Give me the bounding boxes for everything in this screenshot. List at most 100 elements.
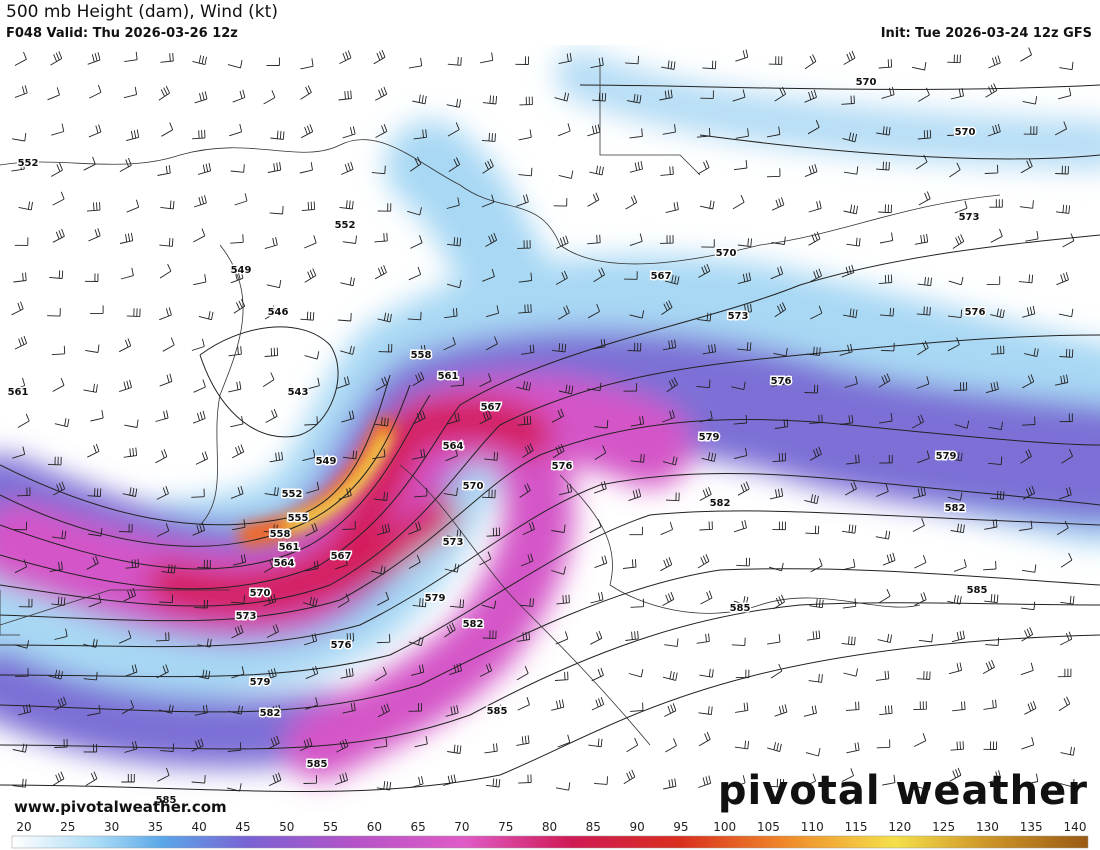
wind-barb: [231, 666, 245, 679]
wind-barb: [443, 487, 458, 497]
wind-barb: [551, 566, 566, 575]
wind-barb: [1056, 272, 1069, 286]
wind-barb: [845, 701, 860, 711]
wind-barb: [234, 193, 248, 206]
wind-barb: [341, 410, 355, 423]
wind-barb: [916, 306, 931, 316]
wind-barb: [662, 591, 675, 606]
wind-barb: [659, 89, 673, 101]
wind-barb: [16, 487, 31, 497]
wind-barb: [191, 488, 205, 498]
wind-barb: [1058, 308, 1074, 318]
contour-label: 579: [699, 432, 720, 443]
wind-barb: [591, 696, 605, 711]
wind-barb: [1019, 200, 1034, 209]
wind-barb: [1059, 779, 1075, 788]
wind-barb: [414, 736, 428, 748]
wind-barb: [230, 164, 245, 173]
wind-barb: [123, 86, 138, 99]
wind-barb: [118, 523, 133, 533]
wind-barb: [912, 487, 926, 499]
wind-barb: [371, 165, 386, 175]
contour-label: 549: [316, 456, 337, 467]
wind-barb: [375, 666, 387, 682]
wind-barb: [806, 346, 821, 356]
wind-barb: [808, 200, 822, 213]
wind-barb: [340, 345, 355, 355]
wind-barb: [160, 743, 175, 752]
wind-barb: [1023, 126, 1038, 135]
wind-barb: [191, 775, 206, 784]
wind-barb: [551, 408, 565, 423]
wind-barb: [770, 778, 785, 788]
wind-barb: [701, 239, 715, 248]
wind-barb: [192, 55, 207, 66]
wind-barb: [412, 448, 426, 460]
wind-barb: [625, 195, 638, 210]
wind-barb: [880, 342, 895, 352]
wind-barb: [556, 235, 569, 249]
wind-barb: [519, 598, 534, 607]
wind-barb: [376, 523, 391, 536]
wind-barb: [378, 343, 393, 353]
wind-barb: [87, 488, 102, 497]
wind-barb: [157, 767, 170, 782]
wind-barb: [518, 129, 532, 141]
contour-label: 570: [856, 77, 877, 88]
wind-barb: [486, 778, 501, 788]
wind-barb: [697, 554, 710, 569]
wind-barb: [952, 701, 966, 712]
wind-barb: [342, 126, 356, 139]
contour-label: 570: [716, 248, 737, 259]
wind-barb: [839, 414, 854, 425]
wind-barb: [769, 488, 784, 500]
wind-barb: [766, 126, 781, 138]
wind-barb: [594, 445, 607, 460]
wind-barb: [125, 129, 140, 142]
wind-barb: [878, 588, 891, 604]
wind-barb: [1020, 449, 1032, 464]
wind-barb: [1024, 700, 1037, 715]
wind-barb: [88, 528, 103, 537]
contour-label: 576: [331, 640, 352, 651]
contour-label: 585: [730, 603, 751, 614]
contour-label: 564: [274, 558, 295, 569]
wind-barb: [15, 668, 29, 677]
wind-barb: [735, 128, 749, 139]
wind-barb: [370, 565, 386, 575]
wind-barb: [1022, 374, 1035, 389]
colorbar-label: 60: [367, 820, 382, 834]
wind-barb: [697, 312, 712, 322]
wind-barb: [299, 162, 313, 174]
wind-barb: [882, 774, 896, 786]
wind-barb: [412, 371, 425, 387]
wind-barb: [662, 124, 676, 135]
wind-barb: [626, 737, 639, 753]
wind-barb: [806, 630, 821, 641]
wind-barb: [557, 123, 571, 137]
wind-barb: [194, 91, 208, 104]
wind-barb: [517, 240, 531, 249]
wind-barb: [161, 122, 174, 137]
wind-barb: [126, 199, 140, 213]
wind-barb: [807, 119, 820, 135]
wind-barb: [18, 201, 33, 211]
wind-barb: [916, 376, 930, 389]
wind-barb: [1020, 159, 1033, 174]
wind-barb: [228, 381, 242, 393]
wind-barb: [53, 481, 66, 496]
wind-barb: [12, 446, 26, 459]
wind-barb: [410, 664, 425, 676]
wind-barb: [338, 90, 352, 101]
wind-barb: [804, 89, 817, 103]
wind-barb: [771, 376, 785, 387]
wind-barb: [374, 417, 389, 427]
wind-barb: [264, 237, 278, 250]
wind-barb: [336, 738, 349, 753]
contour-label: 567: [481, 402, 502, 413]
wind-barb: [916, 782, 932, 791]
wind-barb: [842, 132, 858, 143]
wind-barb: [407, 311, 422, 321]
colorbar-label: 70: [454, 820, 469, 834]
wind-barb: [917, 129, 932, 140]
